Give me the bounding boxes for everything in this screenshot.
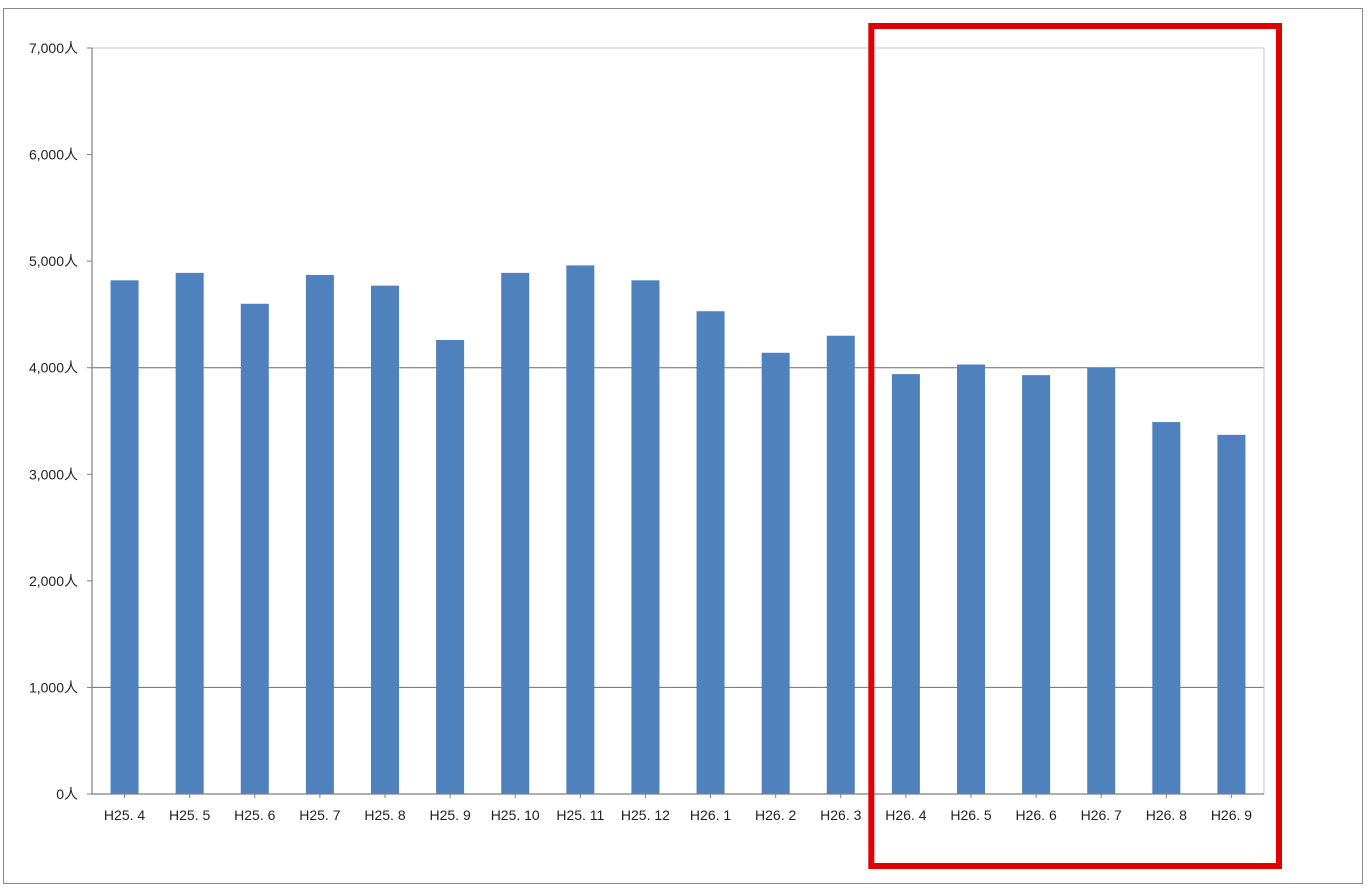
y-tick-label: 7,000人 [29,40,78,56]
bar-H26-9 [1217,434,1246,794]
x-tick-label: H25. 10 [491,807,540,823]
gridlines [92,367,1264,688]
x-tick-label: H26. 2 [755,807,796,823]
x-axis-labels: H25. 4 H25. 5 H25. 6 H25. 7 H25. 8 H25. 9 H25.… [104,807,1252,823]
bar-H26-6 [1022,375,1051,794]
bar-H26-3 [826,335,855,794]
y-tick-label: 5,000人 [29,253,78,269]
bar-H26-4 [891,374,920,794]
y-tick-label: 2,000人 [29,573,78,589]
bars [110,265,1246,795]
bar-H25-12 [631,280,660,795]
y-tick-label: 3,000人 [29,466,78,482]
chart-frame [3,8,1363,884]
y-tick-label: 4,000人 [29,360,78,376]
x-tick-label: H26. 6 [1015,807,1056,823]
x-tick-label: H25. 12 [621,807,670,823]
bar-H26-7 [1087,367,1116,794]
x-tick-label: H26. 7 [1081,807,1122,823]
x-tick-label: H26. 1 [690,807,731,823]
bar-H25-7 [305,274,334,794]
x-tick-label: H26. 3 [820,807,861,823]
bar-H25-4 [110,280,139,795]
y-tick-label: 6,000人 [29,147,78,163]
x-tick-label: H26. 8 [1146,807,1187,823]
y-tick-label: 0人 [56,786,78,802]
bar-H25-10 [501,272,530,794]
y-axis-labels: 0人 1,000人 2,000人 3,000人 4,000人 5,000人 6,000人 7,… [29,40,78,802]
x-tick-label: H25. 9 [429,807,470,823]
x-tick-label: H25. 5 [169,807,210,823]
bar-H25-6 [240,303,269,794]
bar-H25-8 [371,285,399,794]
bar-H26-5 [957,364,985,794]
x-tick-label: H26. 9 [1211,807,1252,823]
bar-H25-5 [175,272,204,794]
bar-H26-1 [696,311,725,794]
x-tick-label: H25. 11 [556,807,604,823]
bar-H25-9 [436,340,465,794]
bar-H26-2 [761,352,790,794]
y-tick-label: 1,000人 [29,679,78,695]
highlight-rectangle [868,23,1282,869]
x-tick-label: H26. 5 [950,807,991,823]
highlight-box [868,23,1282,869]
axes [87,47,1265,798]
x-tick-label: H25. 4 [104,807,145,823]
x-tick-label: H25. 7 [299,807,340,823]
x-tick-label: H25. 8 [364,807,405,823]
bar-H25-11 [566,265,595,794]
x-tick-label: H26. 4 [885,807,926,823]
x-tick-label: H25. 6 [234,807,275,823]
bar-H26-8 [1152,422,1181,794]
